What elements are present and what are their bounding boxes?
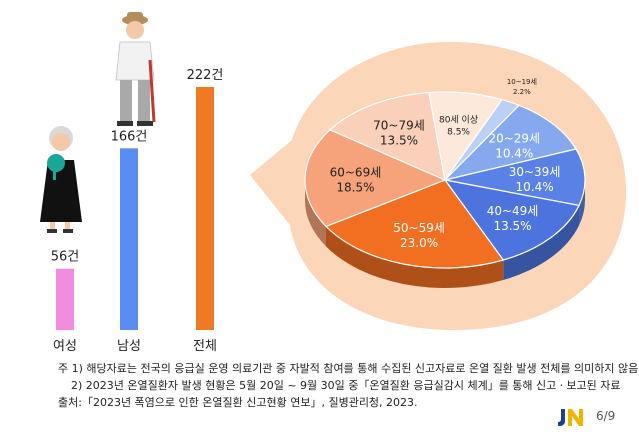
pie-slice-side-2: [579, 180, 585, 226]
pie-value-label-4: 23.0%: [400, 236, 438, 250]
pie-slice-6: [328, 91, 446, 182]
footnote-1: 주 1) 해당자료는 전국의 응급실 운영 의료기관 중 자발적 참여를 통해 …: [58, 362, 639, 375]
page-indicator: 6/9: [596, 409, 616, 423]
bar-category-label-2: 전체: [193, 339, 217, 354]
pie-value-label-0: 2.2%: [513, 88, 531, 96]
pie-slice-7: [428, 91, 503, 182]
pie-chart-depth: [305, 180, 585, 289]
pie-category-label-5: 60~69세: [330, 166, 382, 180]
pie-category-label-7: 80세 이상: [439, 114, 478, 125]
elderly-man-illustration: [115, 12, 156, 126]
pie-slice-2: [444, 148, 586, 207]
pie-chart: [304, 91, 586, 269]
pie-slice-4: [324, 179, 505, 269]
pie-slice-5: [304, 129, 447, 228]
footnotes: 주 1) 해당자료는 전국의 응급실 운영 의료기관 중 자발적 참여를 통해 …: [58, 360, 639, 411]
bar-value-label-2: 222건: [187, 68, 224, 83]
pie-slice-side-3: [503, 205, 580, 281]
pie-category-label-6: 70~79세: [373, 119, 425, 133]
pie-value-label-1: 10.4%: [495, 146, 533, 160]
bar-category-label-0: 여성: [53, 339, 77, 354]
pie-value-label-2: 10.4%: [515, 180, 553, 194]
bar-2: [196, 87, 214, 330]
pie-value-label-5: 18.5%: [336, 181, 374, 195]
pie-value-label-6: 13.5%: [380, 134, 418, 148]
pie-category-label-0: 10~19세: [507, 77, 537, 86]
bar-category-label-1: 남성: [117, 339, 141, 354]
pie-slice-side-5: [305, 180, 327, 247]
footnote-2: 2) 2023년 온열질환자 발생 현황은 5월 20일 ~ 9월 30일 중「…: [71, 379, 621, 392]
pie-slice-side-4: [326, 226, 504, 289]
bar-value-label-0: 56건: [51, 250, 80, 265]
pie-chart-labels: 10~19세2.2%20~29세10.4%30~39세10.4%40~49세13…: [330, 77, 561, 250]
bar-value-label-1: 166건: [111, 129, 148, 144]
pie-slice-1: [443, 104, 577, 182]
pie-category-label-1: 20~29세: [488, 131, 540, 145]
pie-category-label-2: 30~39세: [509, 165, 561, 179]
pie-value-label-3: 13.5%: [493, 219, 531, 233]
pie-category-label-3: 40~49세: [487, 204, 539, 218]
elderly-woman-illustration: [40, 126, 82, 233]
pie-value-label-7: 8.5%: [447, 127, 470, 137]
brand-logo: [558, 409, 583, 426]
bar-1: [120, 148, 138, 330]
source-note: 출처:「2023년 폭염으로 인한 온열질환 신고현황 연보」, 질병관리청, …: [58, 396, 418, 409]
pie-category-label-4: 50~59세: [393, 221, 445, 235]
pie-slice-3: [443, 179, 580, 261]
bar-0: [56, 268, 74, 330]
